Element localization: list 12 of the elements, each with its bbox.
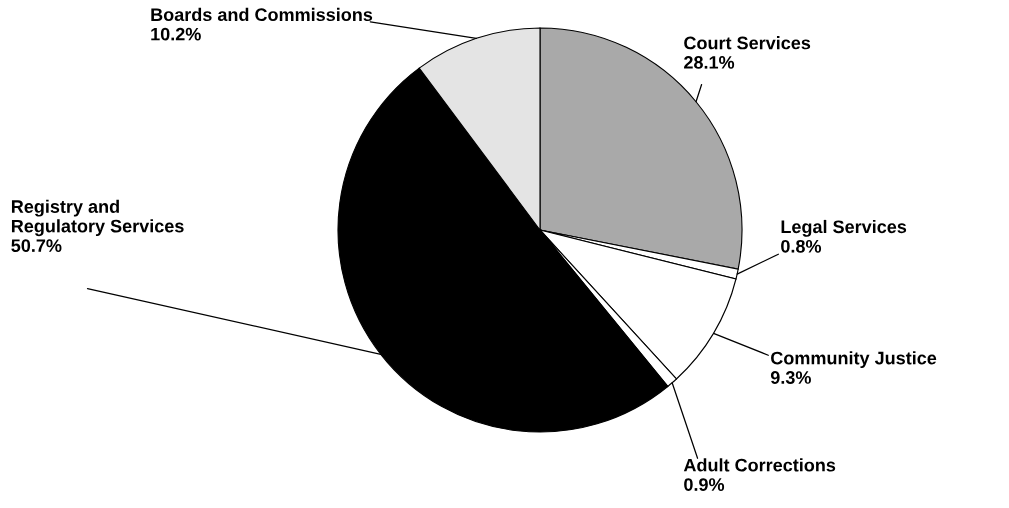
slice-label: Community Justice bbox=[771, 351, 937, 369]
data-label: 0.9% bbox=[684, 478, 725, 491]
data-label: 10.2% bbox=[151, 27, 201, 41]
data-label: 28.1% bbox=[684, 56, 735, 69]
slice-label: Boards and Commissions bbox=[151, 7, 373, 22]
slice-label: Adult Corrections bbox=[683, 458, 836, 472]
data-label: 9.3% bbox=[770, 371, 811, 384]
data-label: 50.7% bbox=[11, 239, 62, 253]
slice-label: Legal Services bbox=[781, 219, 907, 237]
slice-label: Registry and Regulatory Services bbox=[11, 199, 184, 237]
slice-label: Court Services bbox=[684, 36, 811, 50]
data-label: 0.8% bbox=[781, 239, 822, 253]
